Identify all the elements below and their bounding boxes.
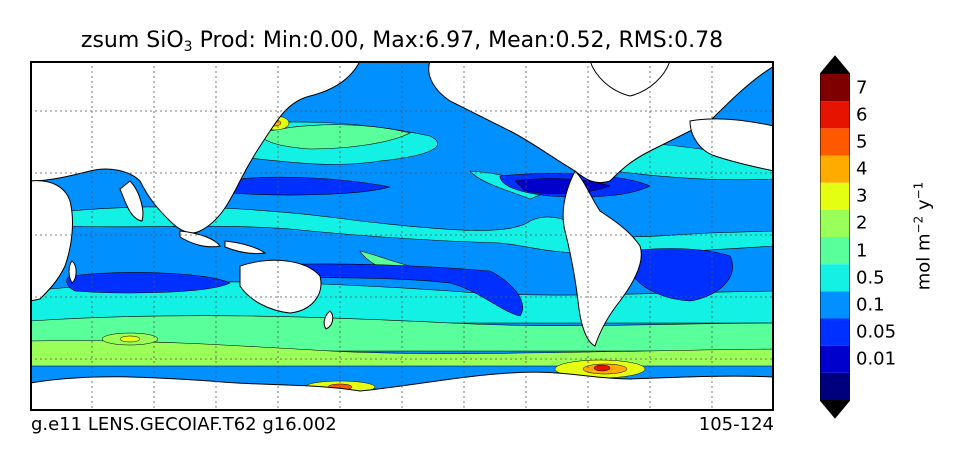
run-id: g.e11 LENS.GECOIAF.T62 g16.002: [31, 414, 337, 435]
colorbar-tick-label: 0.05: [856, 321, 897, 343]
colorbar-frame: [820, 55, 850, 419]
colorbar-under-triangle: [820, 400, 850, 418]
map-frame: [30, 61, 774, 411]
grid: [30, 61, 774, 411]
colorbar-segment: [820, 101, 850, 129]
colorbar-segment: [820, 182, 850, 210]
colorbar-tick-label: 3: [856, 185, 868, 207]
colorbar-over-triangle: [820, 56, 850, 74]
colorbar-segment: [820, 318, 850, 346]
colorbar-segment: [820, 291, 850, 319]
colorbar-segment: [820, 345, 850, 373]
title-stats: Prod: Min:0.00, Max:6.97, Mean:0.52, RMS…: [192, 28, 724, 53]
colorbar-tick-label: 0.1: [856, 294, 885, 316]
colorbar-tick-label: 7: [856, 77, 868, 99]
colorbar-segment: [820, 155, 850, 183]
colorbar-label: mol m−2 y−1: [911, 181, 935, 291]
colorbar-tick-label: 1: [856, 240, 868, 262]
chart-title: zsum SiO3 Prod: Min:0.00, Max:6.97, Mean…: [30, 28, 774, 55]
colorbar-tick-label: 4: [856, 158, 868, 180]
colorbar-segment: [820, 209, 850, 237]
colorbar-tick-label: 5: [856, 131, 868, 153]
colorbar-tick-label: 0.5: [856, 267, 885, 289]
colorbar-tick-label: 0.01: [856, 348, 897, 370]
colorbar-segment: [820, 264, 850, 292]
map-plot: [30, 61, 774, 411]
title-subscript: 3: [183, 39, 193, 55]
colorbar-segment: [820, 372, 850, 400]
hotspots: [101, 115, 646, 394]
colorbar-segment: [820, 74, 850, 102]
colorbar-tick-label: 6: [856, 104, 868, 126]
colorbar: [820, 55, 850, 419]
title-variable: zsum SiO: [80, 28, 184, 53]
colorbar-segment: [820, 237, 850, 265]
year-range: 105-124: [698, 414, 774, 435]
colorbar-segment: [820, 128, 850, 156]
colorbar-tick-label: 2: [856, 212, 868, 234]
